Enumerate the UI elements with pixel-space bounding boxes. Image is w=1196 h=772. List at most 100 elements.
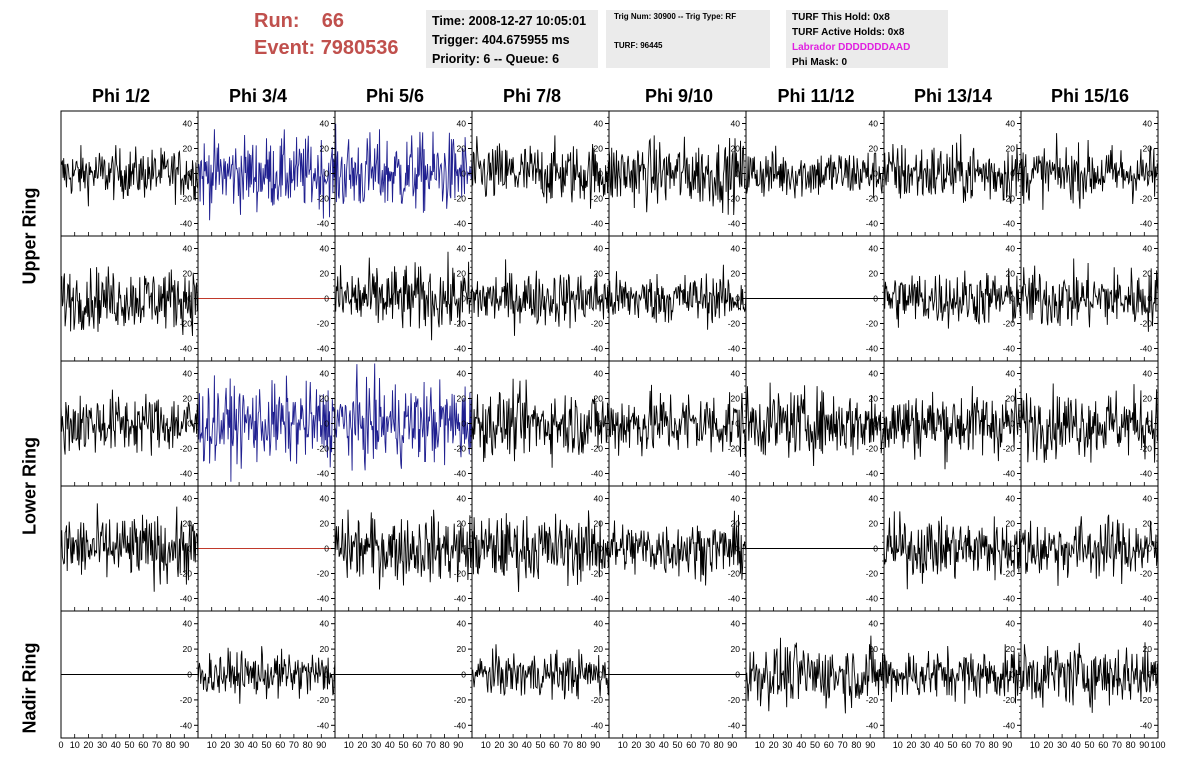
y-tick-label: 20: [731, 269, 741, 279]
x-tick-label: 90: [1002, 740, 1012, 750]
x-tick-label: 70: [426, 740, 436, 750]
x-tick-label: 90: [590, 740, 600, 750]
panel-frame-r3-c6: [883, 485, 1022, 612]
x-tick-label: 30: [645, 740, 655, 750]
x-tick-label: 50: [810, 740, 820, 750]
y-tick-label: 20: [1006, 144, 1016, 154]
y-tick-label: 40: [320, 369, 330, 379]
y-tick-label: -40: [591, 469, 604, 479]
y-tick-label: 40: [869, 244, 879, 254]
y-tick-label: 40: [869, 494, 879, 504]
y-tick-label: 40: [1006, 369, 1016, 379]
y-tick-label: 0: [324, 670, 329, 680]
y-tick-label: 20: [869, 394, 879, 404]
y-tick-label: 0: [461, 544, 466, 554]
x-tick-label: 10: [893, 740, 903, 750]
waveform-trace-r1-c2: [334, 251, 473, 341]
waveform-trace-r1-c6: [883, 268, 1022, 329]
y-tick-label: -20: [454, 695, 467, 705]
x-tick-label: 50: [672, 740, 682, 750]
waveform-trace-r0-c3: [471, 135, 610, 209]
y-tick-label: -40: [317, 344, 330, 354]
y-tick-label: -20: [728, 695, 741, 705]
y-tick-label: -20: [454, 444, 467, 454]
waveform-trace-r4-c5: [745, 635, 885, 714]
column-title-phi-3-4: Phi 3/4: [228, 86, 288, 106]
x-tick-label: 90: [1139, 740, 1149, 750]
y-tick-label: -40: [1003, 594, 1016, 604]
y-tick-label: -20: [591, 194, 604, 204]
x-tick-label: 80: [577, 740, 587, 750]
y-tick-label: -20: [317, 569, 330, 579]
y-tick-label: 20: [457, 644, 467, 654]
waveform-trace-r3-c0: [60, 503, 199, 592]
y-tick-label: -20: [866, 569, 879, 579]
y-tick-label: -20: [1140, 319, 1153, 329]
y-tick-label: 0: [598, 294, 603, 304]
x-tick-label: 20: [220, 740, 230, 750]
x-tick-label: 50: [535, 740, 545, 750]
y-tick-label: 40: [869, 369, 879, 379]
x-tick-label: 90: [179, 740, 189, 750]
y-tick-label: 40: [1006, 119, 1016, 129]
y-tick-label: 20: [1006, 644, 1016, 654]
y-tick-label: -40: [1140, 594, 1153, 604]
waveform-trace-r0-c5: [745, 145, 885, 199]
x-tick-label: 40: [796, 740, 806, 750]
trigger-line: Trigger: 404.675955 ms: [432, 33, 570, 47]
trig-info-box: Trig Num: 30900 -- Trig Type: RF TURF: 9…: [606, 10, 770, 68]
y-tick-label: 0: [1010, 419, 1015, 429]
x-tick-label: 20: [357, 740, 367, 750]
y-tick-label: -20: [866, 695, 879, 705]
column-title-phi-9-10: Phi 9/10: [644, 86, 714, 106]
y-tick-label: 0: [873, 544, 878, 554]
y-tick-label: 0: [735, 670, 740, 680]
y-tick-label: 20: [183, 644, 193, 654]
y-tick-label: 40: [594, 494, 604, 504]
y-tick-label: -40: [180, 219, 193, 229]
y-tick-label: -20: [180, 695, 193, 705]
y-tick-label: 0: [1147, 294, 1152, 304]
y-tick-label: -20: [317, 695, 330, 705]
column-title-phi-11-12: Phi 11/12: [777, 86, 855, 106]
y-tick-label: 0: [598, 419, 603, 429]
y-tick-label: -40: [1140, 344, 1153, 354]
y-tick-label: -40: [454, 720, 467, 730]
y-tick-label: 20: [457, 394, 467, 404]
y-tick-label: -40: [180, 720, 193, 730]
x-tick-label: 20: [631, 740, 641, 750]
y-tick-label: 20: [1006, 519, 1016, 529]
x-tick-label: 10: [344, 740, 354, 750]
y-tick-label: -20: [1140, 194, 1153, 204]
y-tick-label: 20: [1006, 269, 1016, 279]
x-tick-label: 30: [371, 740, 381, 750]
waveform-trace-r2-c0: [60, 389, 199, 456]
waveform-trace-r0-c4: [608, 135, 747, 216]
y-tick-label: -20: [1140, 695, 1153, 705]
x-tick-label: 70: [152, 740, 162, 750]
waveform-trace-r3-c7: [1020, 514, 1159, 586]
y-tick-label: 40: [1006, 244, 1016, 254]
y-tick-label: 0: [873, 419, 878, 429]
y-tick-label: -40: [866, 594, 879, 604]
y-tick-label: 40: [457, 619, 467, 629]
y-tick-label: 40: [731, 244, 741, 254]
y-tick-label: 0: [1010, 294, 1015, 304]
y-tick-label: -20: [1003, 194, 1016, 204]
y-tick-label: -40: [866, 469, 879, 479]
y-tick-label: 0: [324, 544, 329, 554]
y-tick-label: -20: [591, 444, 604, 454]
waveform-trace-r0-c7: [1020, 133, 1159, 210]
y-tick-label: -40: [591, 219, 604, 229]
y-tick-label: -40: [1003, 344, 1016, 354]
x-tick-label: 60: [275, 740, 285, 750]
y-tick-label: 20: [457, 519, 467, 529]
y-tick-label: -20: [1140, 444, 1153, 454]
y-tick-label: 40: [1143, 369, 1153, 379]
y-tick-label: -20: [1140, 569, 1153, 579]
y-tick-label: 0: [1010, 670, 1015, 680]
waveform-trace-r4-c1: [197, 646, 336, 704]
y-tick-label: 0: [1010, 169, 1015, 179]
x-tick-label: 80: [851, 740, 861, 750]
y-tick-label: 20: [869, 269, 879, 279]
